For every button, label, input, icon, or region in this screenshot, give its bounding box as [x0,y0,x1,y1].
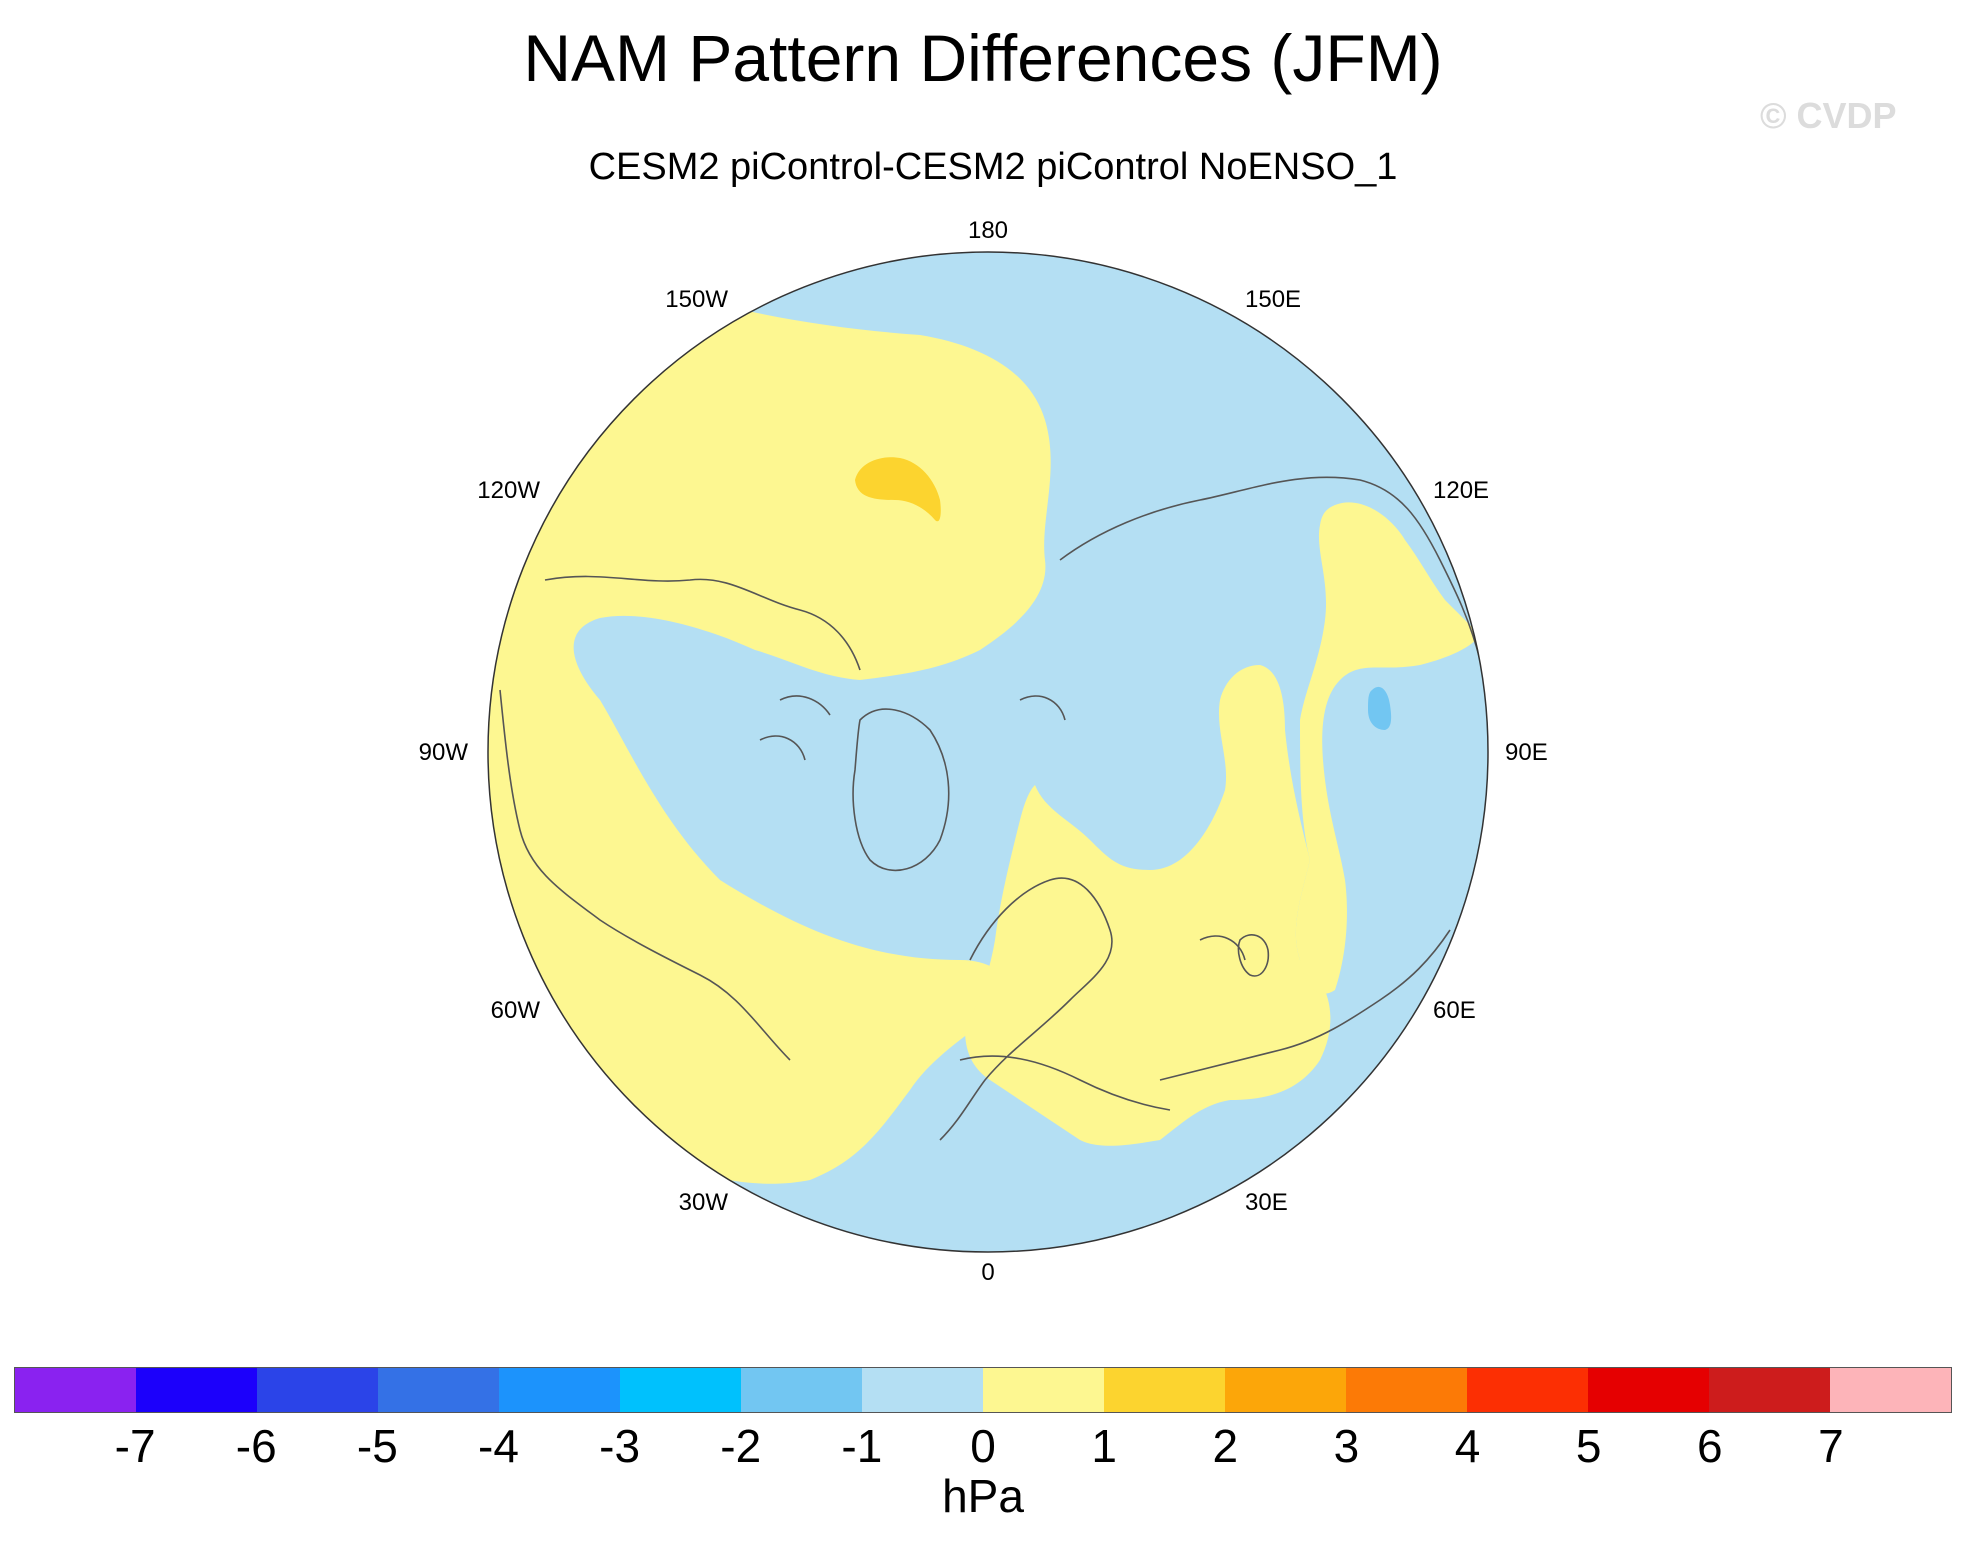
map-field [488,252,1488,1252]
lon-label-120w: 120W [477,477,540,504]
lon-label-0: 0 [981,1259,994,1286]
lon-label-150w: 150W [665,286,728,313]
chart-subtitle: CESM2 piControl-CESM2 piControl NoENSO_1 [588,146,1398,188]
lon-label-180: 180 [968,217,1008,244]
coastline-caspian-sea [1237,934,1270,977]
coastline-north-america [499,575,861,1061]
colorbar-segment [499,1368,620,1412]
lon-label-30e: 30E [1245,1189,1288,1216]
colorbar-segment [15,1368,136,1412]
colorbar-tick-label: -2 [720,1420,762,1472]
colorbar-segment [1830,1368,1951,1412]
colorbar-segment [1467,1368,1588,1412]
colorbar-tick-label: 5 [1575,1420,1602,1472]
lon-label-30w: 30W [679,1189,729,1216]
lon-label-60w: 60W [491,997,541,1024]
colorbar-segment [741,1368,862,1412]
lon-label-90e: 90E [1505,739,1548,766]
coastline-asia [1059,476,1481,1081]
colorbar-tick-label: 4 [1454,1420,1481,1472]
strong-negative-anomaly-blob [1368,686,1392,730]
colorbar-tick-label: 2 [1212,1420,1239,1472]
colorbar-segment [136,1368,257,1412]
cvdp-watermark: © CVDP [1760,95,1897,136]
colorbar-units: hPa [942,1470,1024,1522]
lon-label-90w: 90W [419,739,469,766]
colorbar-tick-label: -1 [841,1420,883,1472]
colorbar-segment [1346,1368,1467,1412]
colorbar-tick-label: -4 [478,1420,519,1472]
colorbar-segment [862,1368,983,1412]
map-boundary-circle [487,251,1489,1253]
positive-anomaly-region-pacific-america [488,300,1051,1184]
colorbar-tick-label: 3 [1333,1420,1360,1472]
colorbar-segment [620,1368,741,1412]
colorbar-tick-label: -3 [599,1420,641,1472]
colorbar-tick-label: -5 [356,1420,398,1472]
lon-label-150e: 150E [1245,286,1301,313]
colorbar-segment [378,1368,499,1412]
colorbar-segment [257,1368,378,1412]
colorbar [14,1367,1952,1413]
coastlines [499,476,1481,1141]
coastline-arctic-islands [759,695,1246,961]
coastline-mediterranean [959,1055,1171,1111]
coastline-europe [939,877,1113,1141]
positive-anomaly-region-eurasia [965,665,1331,1146]
colorbar-tick-label: -7 [114,1420,156,1472]
strong-positive-anomaly-blob [855,457,941,522]
colorbar-tick-label: 6 [1696,1420,1723,1472]
colorbar-segment [983,1368,1104,1412]
colorbar-segment [1225,1368,1346,1412]
colorbar-tick-label: 7 [1818,1420,1844,1472]
chart-title: NAM Pattern Differences (JFM) [523,21,1443,95]
colorbar-tick-label: -6 [235,1420,277,1472]
lon-label-60e: 60E [1433,997,1476,1024]
colorbar-tick-label: 1 [1091,1420,1117,1472]
coastline-greenland [852,708,950,872]
lon-label-120e: 120E [1433,477,1489,504]
colorbar-segment [1104,1368,1225,1412]
colorbar-segment [1709,1368,1830,1412]
positive-anomaly-region-siberia [1295,502,1480,994]
colorbar-segment [1588,1368,1709,1412]
colorbar-tick-label: 0 [970,1420,996,1472]
